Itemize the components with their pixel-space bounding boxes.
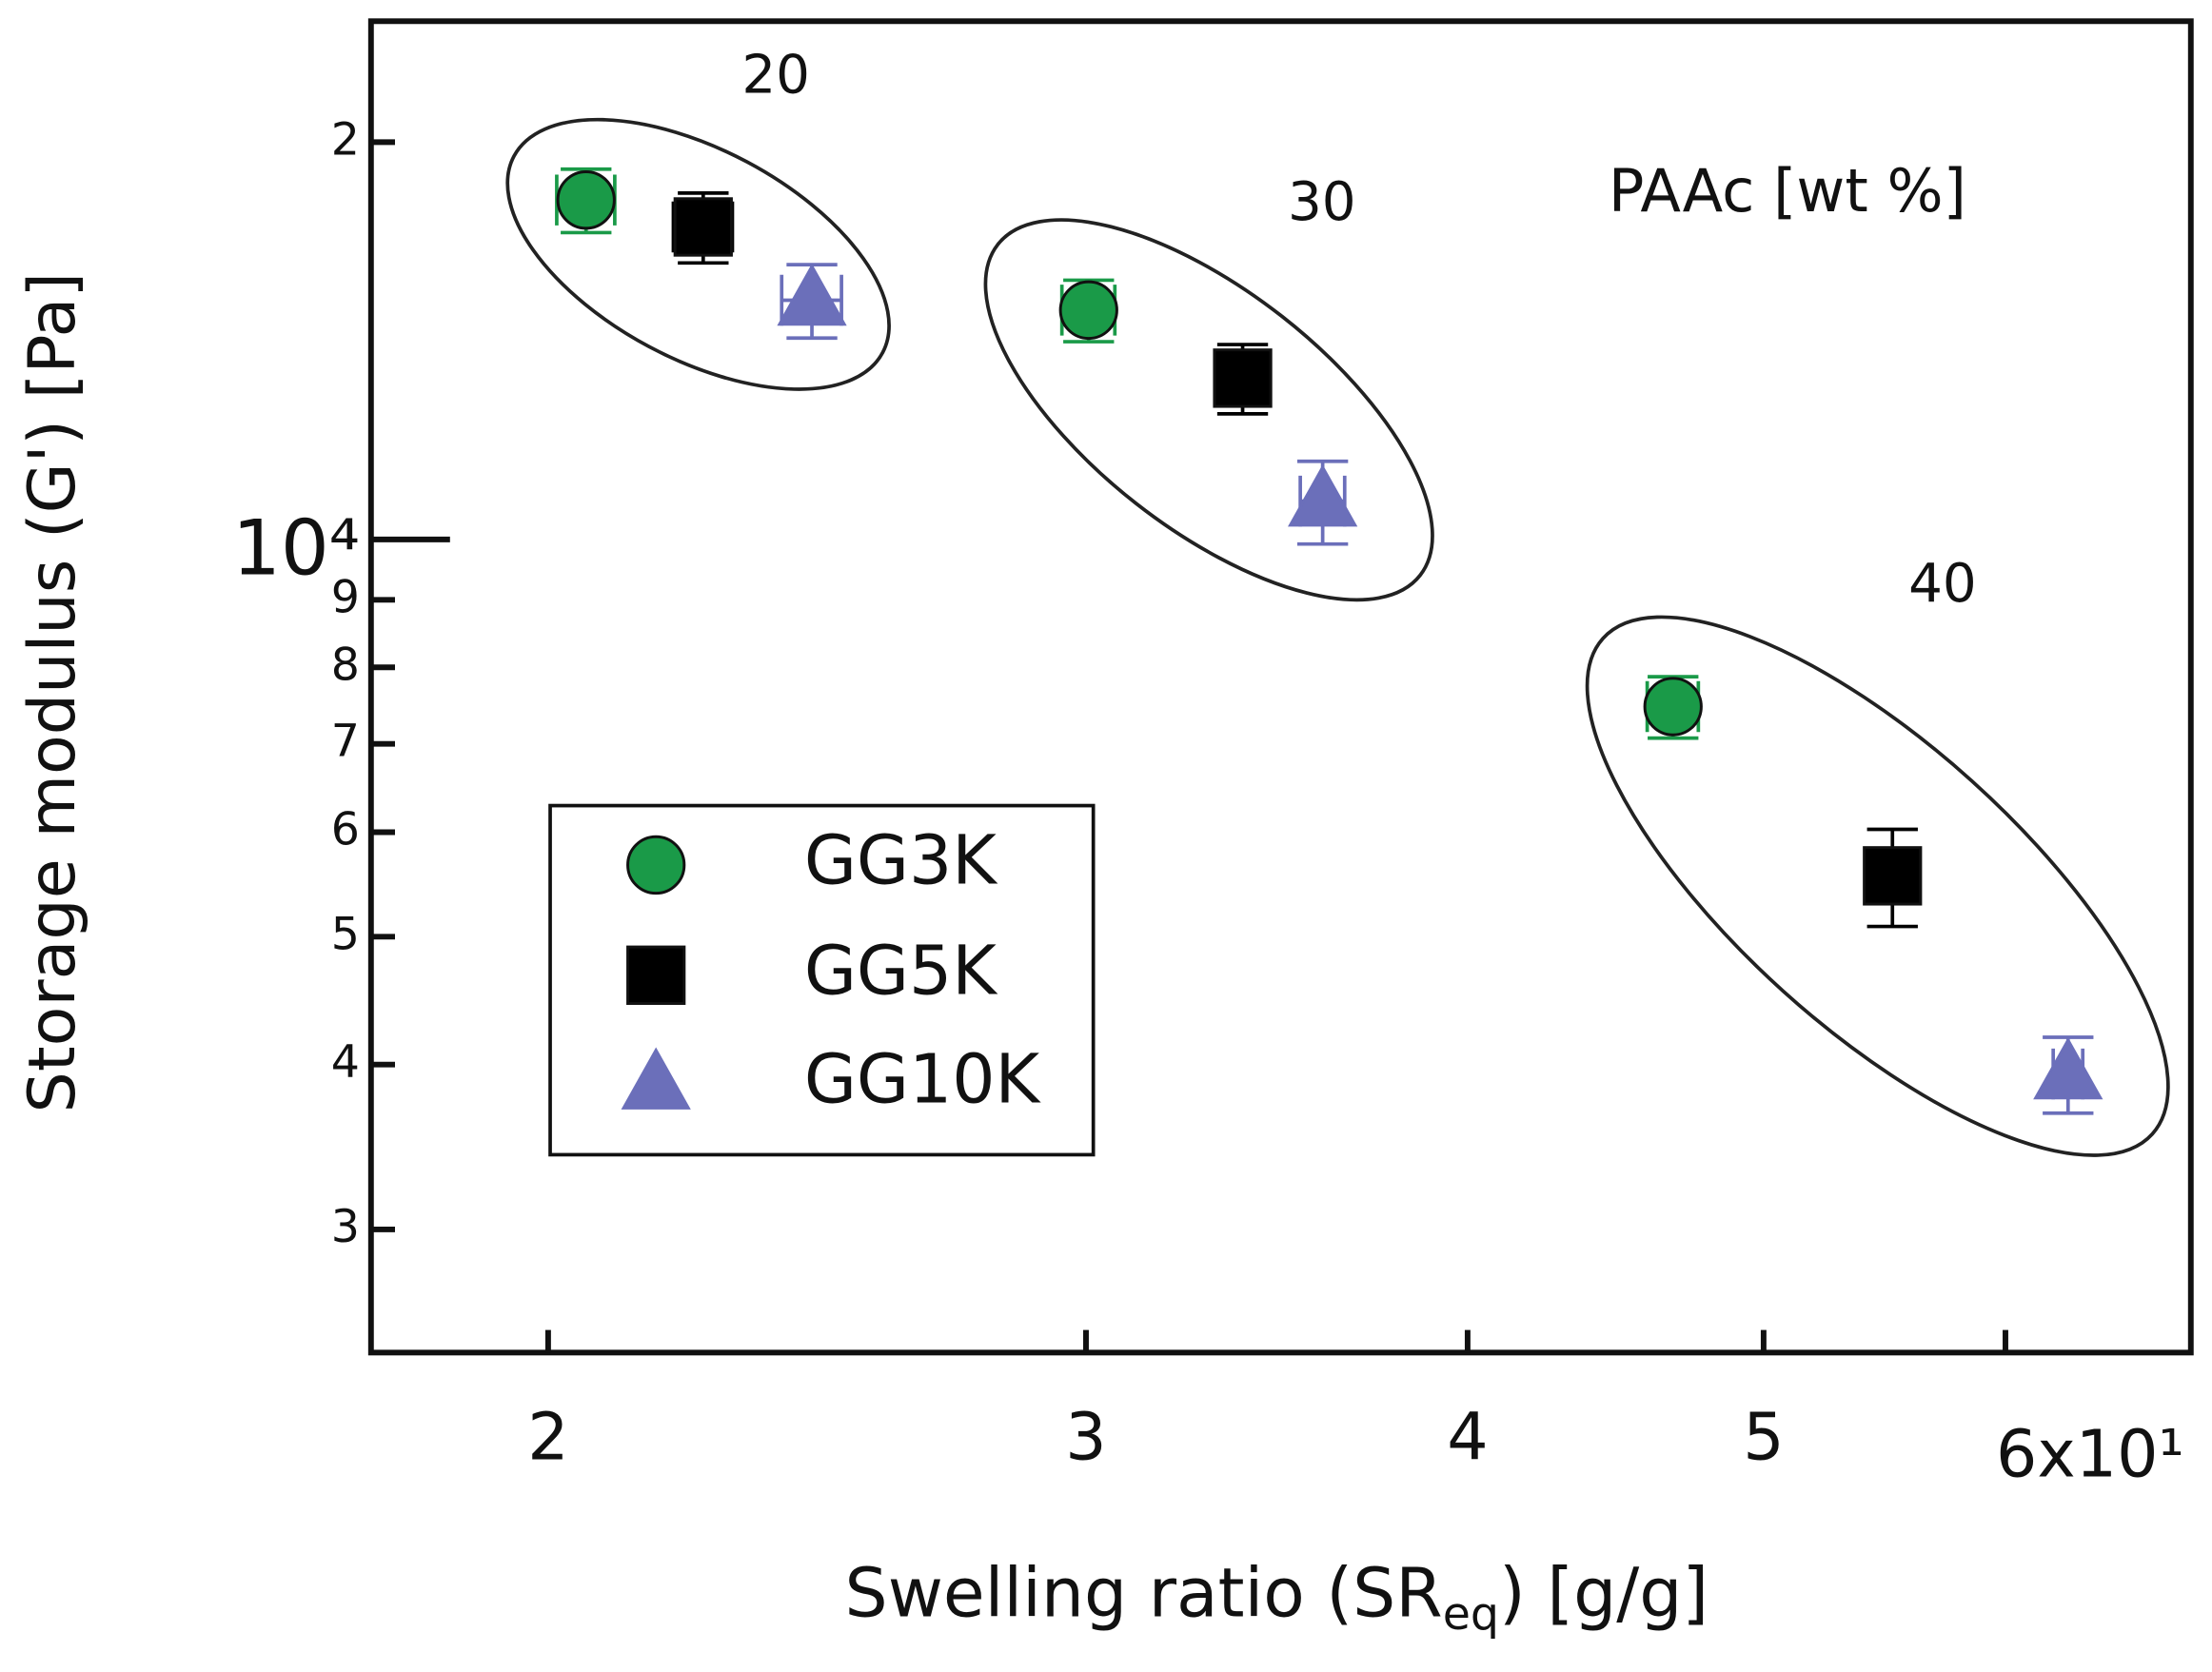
legend-label: GG3K bbox=[804, 820, 998, 899]
marker-square bbox=[1213, 348, 1273, 408]
y-tick-label: 3 bbox=[331, 1201, 360, 1253]
marker-circle bbox=[556, 169, 616, 230]
group-ellipse bbox=[1585, 615, 2170, 1157]
x-tick-label: 5 bbox=[1743, 1400, 1784, 1475]
marker-triangle bbox=[1288, 463, 1358, 527]
marker-square bbox=[1863, 846, 1923, 906]
marker-circle bbox=[626, 835, 686, 895]
group-ellipse bbox=[505, 117, 891, 391]
y-tick-label: 7 bbox=[331, 716, 360, 768]
legend-label: GG5K bbox=[804, 931, 998, 1010]
x-axis-title-part: ) [g/g] bbox=[1499, 1553, 1708, 1632]
annotation: 40 bbox=[1908, 553, 1977, 615]
x-tick-label: 2 bbox=[527, 1400, 568, 1475]
x-axis-title-part: Swelling ratio (SR bbox=[845, 1553, 1443, 1632]
legend-label: GG10K bbox=[804, 1040, 1042, 1119]
x-tick-label: 4 bbox=[1447, 1400, 1488, 1475]
y-tick-label: 4 bbox=[331, 1036, 360, 1089]
y-tick-label: 6 bbox=[331, 803, 360, 856]
marker-triangle bbox=[2033, 1036, 2103, 1100]
y-axis-title: Storage modulus (G') [Pa] bbox=[15, 272, 90, 1113]
y-tick-label: 5 bbox=[331, 908, 360, 960]
annotation: 30 bbox=[1288, 171, 1356, 233]
marker-square bbox=[673, 197, 733, 257]
marker-triangle bbox=[777, 263, 847, 326]
x-tick-label: 6x10¹ bbox=[1996, 1417, 2184, 1492]
group-ellipse bbox=[983, 218, 1434, 602]
annotation: PAAc [wt %] bbox=[1609, 156, 1966, 226]
marker-square bbox=[626, 945, 686, 1005]
marker-circle bbox=[1643, 677, 1703, 737]
y-tick-label: 10⁴ bbox=[232, 504, 360, 593]
x-axis-title: Swelling ratio (SReq) [g/g] bbox=[845, 1553, 1709, 1641]
x-axis-title-sub: eq bbox=[1443, 1588, 1499, 1641]
y-tick-label: 8 bbox=[331, 639, 360, 691]
x-tick-label: 3 bbox=[1065, 1400, 1106, 1475]
marker-triangle bbox=[621, 1047, 691, 1110]
marker-circle bbox=[1058, 280, 1118, 341]
y-tick-label: 2 bbox=[331, 113, 360, 166]
y-tick-label: 9 bbox=[331, 571, 360, 623]
plot-frame bbox=[367, 18, 2194, 1356]
annotation: 20 bbox=[741, 44, 810, 106]
